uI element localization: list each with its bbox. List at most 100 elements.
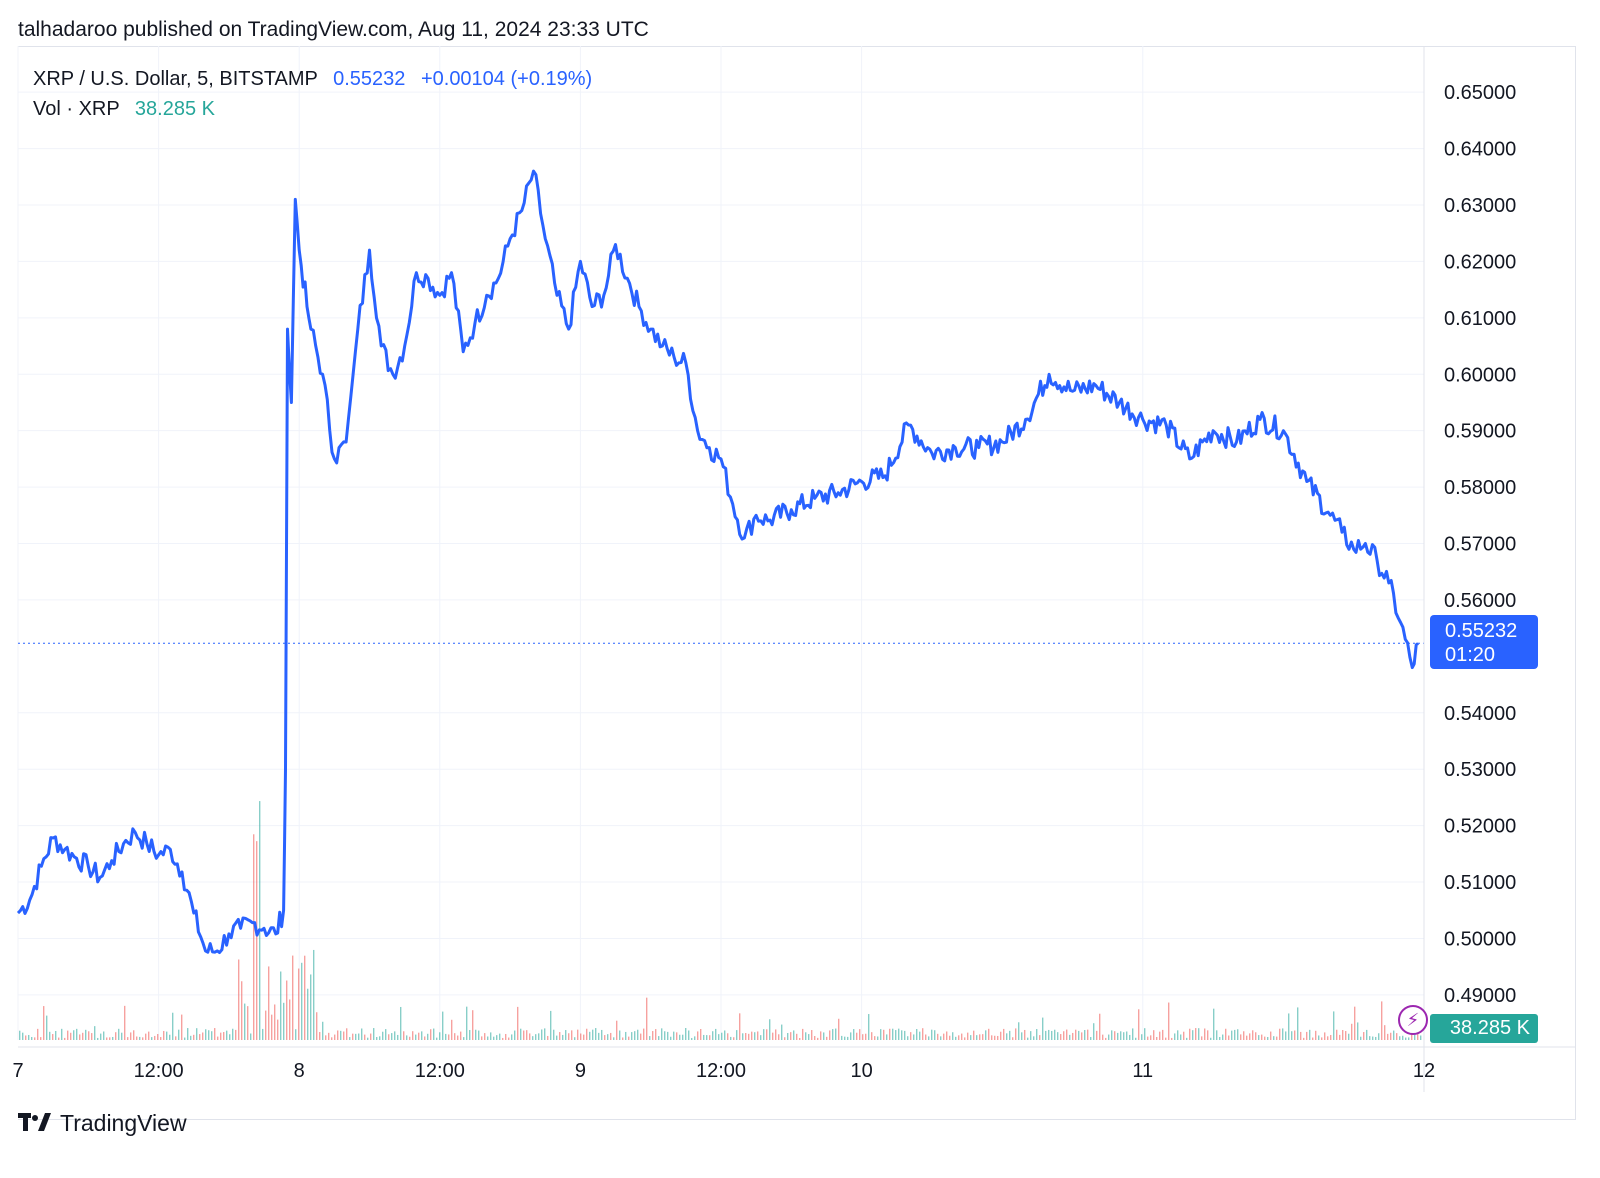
volume-bar — [733, 1037, 735, 1040]
volume-bar — [301, 962, 303, 1040]
volume-bar — [1267, 1036, 1269, 1040]
volume-bar — [1069, 1034, 1071, 1040]
volume-bar — [421, 1031, 423, 1040]
volume-bar — [1186, 1037, 1188, 1040]
volume-bar — [616, 1020, 618, 1040]
volume-bar — [676, 1032, 678, 1040]
volume-bar — [751, 1031, 753, 1040]
volume-bar — [25, 1035, 27, 1040]
volume-bar — [61, 1028, 63, 1040]
volume-bar — [850, 1032, 852, 1040]
volume-bar — [220, 1032, 222, 1040]
volume-bar — [298, 968, 300, 1040]
x-tick-label: 12:00 — [415, 1060, 465, 1082]
volume-bar — [283, 1002, 285, 1040]
volume-bar — [1093, 1023, 1095, 1040]
volume-bar — [1336, 1029, 1338, 1040]
volume-bar — [67, 1030, 69, 1040]
volume-bar — [1156, 1037, 1158, 1040]
lightning-icon[interactable]: ⚡ — [1398, 1005, 1428, 1035]
volume-bar — [310, 974, 312, 1040]
volume-bar — [190, 1035, 192, 1040]
brand-footer[interactable]: TradingView — [18, 1108, 187, 1138]
volume-bar — [304, 955, 306, 1040]
volume-bar — [844, 1036, 846, 1040]
legend-symbol[interactable]: XRP / U.S. Dollar, 5, BITSTAMP — [33, 68, 318, 90]
volume-bar — [1303, 1037, 1305, 1040]
grid — [17, 46, 1425, 1040]
volume-bar — [1384, 1025, 1386, 1040]
volume-bar — [1180, 1034, 1182, 1040]
volume-bar — [916, 1029, 918, 1040]
volume-bar — [658, 1036, 660, 1040]
volume-bar — [694, 1036, 696, 1040]
y-tick-label: 0.49000 — [1444, 985, 1516, 1007]
volume-bar — [1174, 1033, 1176, 1040]
volume-bar — [106, 1037, 108, 1040]
volume-bar — [418, 1032, 420, 1040]
volume-bar — [211, 1031, 213, 1040]
volume-bar — [268, 966, 270, 1040]
volume-bar — [364, 1034, 366, 1040]
volume-bar — [595, 1028, 597, 1040]
volume-bar — [769, 1019, 771, 1040]
volume-bar — [1369, 1036, 1371, 1040]
volume-bar — [934, 1030, 936, 1040]
volume-bar — [670, 1036, 672, 1040]
y-tick-label: 0.52000 — [1444, 816, 1516, 838]
volume-bar — [1351, 1023, 1353, 1040]
volume-bar — [388, 1034, 390, 1040]
volume-bar — [52, 1034, 54, 1040]
volume-bar — [913, 1034, 915, 1040]
volume-bar — [766, 1029, 768, 1040]
volume-bar — [445, 1033, 447, 1040]
volume-bar — [661, 1028, 663, 1040]
volume-bar — [187, 1028, 189, 1040]
volume-bar — [469, 1030, 471, 1040]
volume-bar — [391, 1033, 393, 1040]
volume-bar — [898, 1028, 900, 1040]
volume-bar — [133, 1030, 135, 1040]
volume-bar — [1039, 1035, 1041, 1040]
legend-vol-label[interactable]: Vol · XRP — [33, 98, 120, 120]
volume-bar — [1036, 1029, 1038, 1040]
volume-bar — [514, 1030, 516, 1040]
volume-bar — [556, 1035, 558, 1040]
bar-countdown: 01:20 — [1445, 644, 1496, 666]
volume-bar — [136, 1036, 138, 1040]
volume-bar — [1360, 1036, 1362, 1040]
volume-bar — [709, 1035, 711, 1040]
legend-last: 0.55232 — [333, 68, 406, 90]
volume-bar — [652, 1031, 654, 1040]
volume-bar — [793, 1030, 795, 1040]
volume-bar — [55, 1030, 57, 1040]
volume-bar — [355, 1033, 357, 1040]
volume-bar — [76, 1028, 78, 1040]
volume-bar — [229, 1034, 231, 1040]
volume-bar — [580, 1033, 582, 1040]
volume-bar — [1408, 1037, 1410, 1040]
legend-vol-value: 38.285 K — [134, 98, 215, 120]
volume-bar — [343, 1031, 345, 1040]
volume-bar — [649, 1036, 651, 1040]
volume-bar — [1099, 1013, 1101, 1040]
volume-bar — [667, 1031, 669, 1040]
volume-bar — [142, 1037, 144, 1040]
x-tick-label: 7 — [12, 1060, 23, 1082]
volume-bar — [328, 1032, 330, 1040]
volume-bar — [1090, 1037, 1092, 1040]
volume-bar — [634, 1031, 636, 1040]
volume-bar — [763, 1029, 765, 1040]
volume-bar — [94, 1026, 96, 1040]
volume-bar — [664, 1031, 666, 1040]
volume-bar — [1240, 1034, 1242, 1040]
y-tick-label: 0.57000 — [1444, 534, 1516, 556]
volume-bar — [808, 1034, 810, 1040]
volume-bar — [991, 1035, 993, 1040]
volume-bar — [904, 1030, 906, 1040]
volume-bar — [841, 1035, 843, 1040]
volume-bar — [1177, 1030, 1179, 1040]
volume-bar — [559, 1032, 561, 1040]
volume-bar — [169, 1034, 171, 1040]
